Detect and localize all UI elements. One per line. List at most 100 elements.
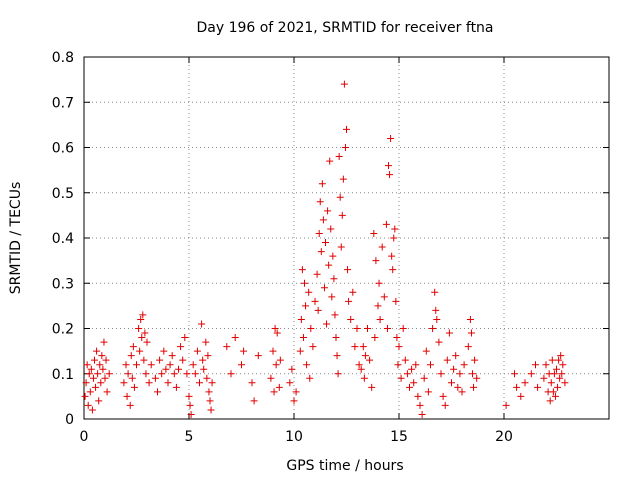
data-point: [320, 284, 328, 292]
data-point: [332, 334, 340, 342]
data-point: [270, 388, 278, 396]
data-point: [130, 383, 138, 391]
grid: [84, 57, 609, 419]
data-point: [360, 374, 368, 382]
data-point: [124, 370, 132, 378]
data-point: [399, 325, 407, 332]
data-point: [128, 374, 136, 382]
data-point: [558, 370, 566, 378]
data-point: [429, 325, 437, 332]
data-point: [534, 383, 542, 391]
data-point: [401, 356, 409, 364]
data-point: [513, 383, 521, 391]
data-point: [145, 379, 153, 387]
data-point: [547, 379, 555, 387]
data-point: [406, 383, 413, 391]
data-point: [271, 325, 279, 332]
data-point: [408, 365, 416, 373]
data-point: [466, 315, 474, 323]
data-point: [327, 225, 335, 233]
data-point: [166, 361, 174, 369]
data-point: [385, 162, 392, 170]
data-point: [250, 397, 258, 405]
data-point: [555, 356, 563, 364]
data-points: [81, 80, 569, 418]
data-point: [240, 347, 248, 355]
data-point: [177, 343, 185, 351]
data-point: [314, 306, 322, 314]
x-tick-label: 10: [285, 429, 303, 445]
data-point: [418, 410, 426, 418]
data-point: [521, 379, 529, 387]
data-point: [272, 361, 280, 369]
data-point: [443, 356, 451, 364]
data-point: [511, 370, 518, 378]
data-point: [151, 374, 159, 382]
data-point: [333, 352, 341, 360]
data-point: [361, 352, 369, 360]
data-point: [393, 334, 401, 342]
data-point: [548, 356, 556, 364]
data-point: [96, 361, 104, 369]
data-point: [322, 239, 329, 247]
data-point: [133, 361, 140, 369]
data-point: [431, 288, 439, 296]
data-point: [191, 370, 199, 378]
data-point: [433, 315, 441, 323]
data-point: [375, 279, 383, 287]
data-point: [267, 374, 275, 382]
data-point: [340, 80, 348, 88]
data-point: [359, 343, 367, 351]
data-point: [420, 374, 428, 382]
data-point: [311, 297, 319, 305]
data-point: [136, 347, 144, 355]
data-point: [441, 401, 449, 409]
data-point: [395, 343, 403, 351]
data-point: [254, 352, 262, 360]
data-point: [328, 293, 336, 301]
data-point: [202, 338, 210, 346]
data-point: [154, 388, 161, 396]
x-axis-label: GPS time / hours: [286, 458, 403, 474]
data-point: [187, 410, 195, 418]
data-point: [335, 153, 343, 161]
data-point: [122, 361, 130, 369]
data-point: [337, 243, 345, 251]
data-point: [458, 388, 466, 396]
axis-ticks: 0 0.1 0.2 0.3 0.4 0.5 0.6 0.7 0.8 0 5 10 15 20: [52, 50, 609, 445]
data-point: [549, 388, 557, 396]
data-point: [140, 356, 148, 364]
data-point: [185, 392, 193, 400]
data-point: [84, 401, 92, 409]
data-point: [559, 361, 567, 369]
data-point: [164, 379, 172, 387]
data-point: [376, 315, 384, 323]
data-point: [231, 334, 239, 342]
x-tick-label: 20: [495, 429, 513, 445]
y-tick-label: 0.5: [52, 186, 74, 202]
data-point: [557, 352, 565, 360]
data-point: [517, 392, 525, 400]
x-tick-label: 0: [80, 429, 89, 445]
data-point: [554, 383, 562, 391]
y-tick-label: 0.8: [52, 50, 74, 66]
data-point: [199, 356, 207, 364]
data-point: [129, 343, 137, 351]
data-point: [193, 347, 201, 355]
data-point: [307, 325, 315, 332]
data-point: [206, 397, 214, 405]
data-point: [189, 361, 197, 369]
data-point: [540, 374, 548, 382]
data-point: [297, 315, 305, 323]
data-point: [302, 302, 310, 310]
data-point: [198, 320, 206, 328]
data-point: [143, 338, 151, 346]
data-point: [460, 361, 468, 369]
data-point: [273, 329, 281, 337]
data-point: [397, 374, 405, 382]
data-point: [139, 311, 147, 319]
data-point: [378, 243, 386, 251]
data-point: [336, 193, 344, 201]
data-point: [388, 252, 396, 260]
data-point: [470, 383, 478, 391]
